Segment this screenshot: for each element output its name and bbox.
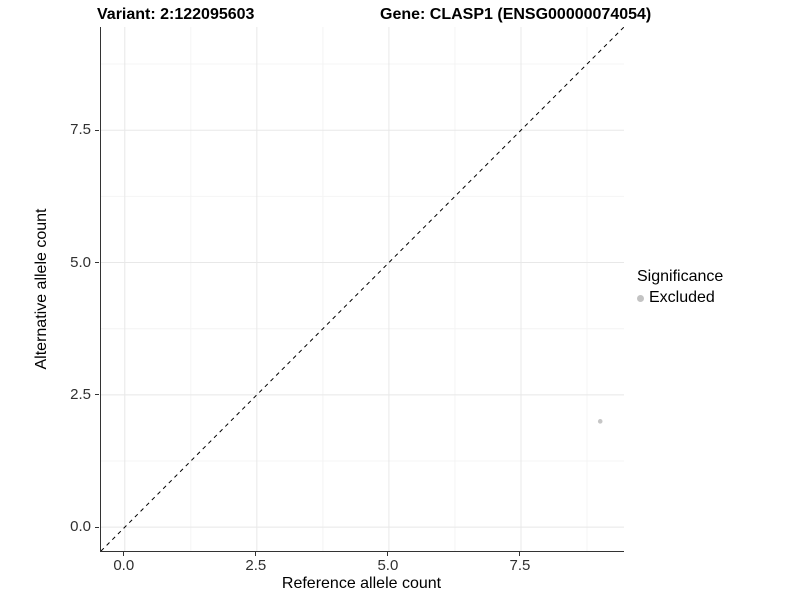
data-point (597, 419, 603, 424)
plot-panel (100, 27, 624, 552)
x-tick-mark (123, 552, 125, 556)
y-tick-label: 2.5 (70, 385, 91, 403)
y-tick-mark (95, 129, 99, 131)
y-tick-label: 0.0 (70, 518, 91, 536)
x-axis-title: Reference allele count (281, 575, 442, 592)
legend: Significance Excluded (637, 268, 723, 307)
plot-canvas (101, 27, 624, 551)
legend-item-excluded: Excluded (637, 289, 723, 307)
y-tick-mark (95, 394, 99, 396)
x-tick-mark (519, 552, 521, 556)
legend-title: Significance (637, 268, 724, 285)
x-tick-mark (387, 552, 389, 556)
x-tick-label: 5.0 (377, 557, 399, 574)
legend-item-label: Excluded (649, 289, 715, 306)
x-tick-mark (255, 552, 257, 556)
x-tick-label: 2.5 (245, 557, 267, 574)
x-tick-label: 0.0 (113, 557, 135, 574)
legend-point-icon (637, 294, 644, 302)
y-tick-label: 7.5 (70, 121, 91, 139)
y-tick-mark (95, 262, 99, 264)
identity-reference-line (101, 27, 624, 551)
x-tick-label: 7.5 (509, 557, 531, 574)
y-tick-label: 5.0 (70, 253, 91, 271)
y-axis-title: Alternative allele count (33, 208, 50, 370)
plot-title-variant: Variant: 2:122095603 (97, 6, 255, 23)
y-tick-mark (95, 526, 99, 528)
plot-title-gene: Gene: CLASP1 (ENSG00000074054) (380, 6, 652, 23)
